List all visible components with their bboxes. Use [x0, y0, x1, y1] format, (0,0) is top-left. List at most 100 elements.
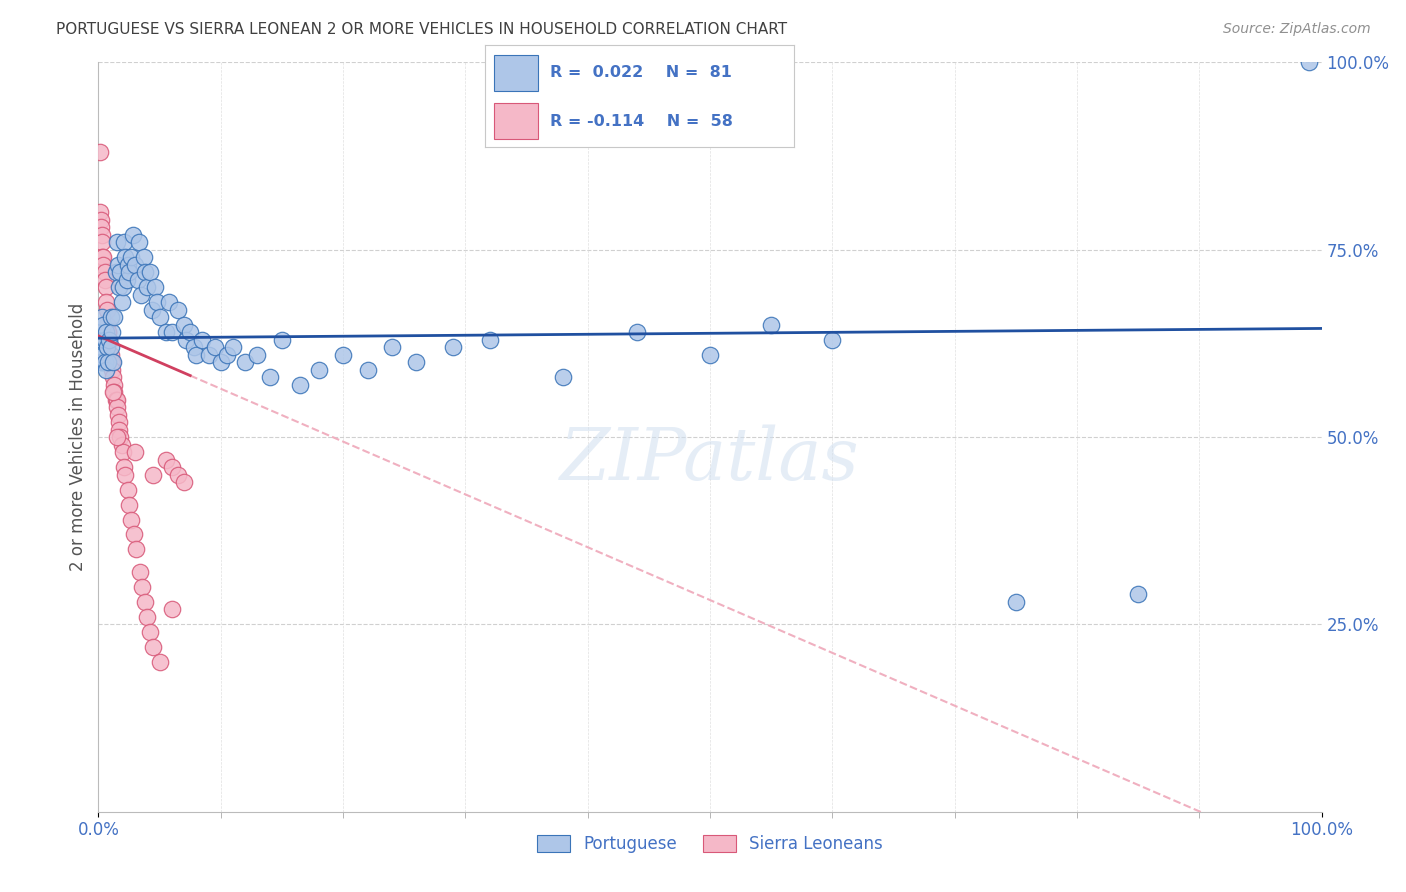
Point: [96, 302, 118, 317]
Point: [157, 295, 180, 310]
Point: [149, 310, 172, 325]
Point: [93, 265, 115, 279]
Point: [332, 348, 354, 362]
Point: [98, 333, 121, 347]
Point: [179, 325, 201, 339]
Text: PORTUGUESE VS SIERRA LEONEAN 2 OR MORE VEHICLES IN HOUSEHOLD CORRELATION CHART: PORTUGUESE VS SIERRA LEONEAN 2 OR MORE V…: [56, 22, 787, 37]
Point: [110, 265, 132, 279]
Point: [139, 624, 162, 639]
Point: [101, 362, 124, 376]
Text: ZIPatlas: ZIPatlas: [560, 425, 860, 495]
Point: [91, 333, 114, 347]
Point: [98, 333, 121, 347]
Point: [90, 355, 112, 369]
Point: [1128, 587, 1150, 601]
Point: [120, 512, 142, 526]
Point: [290, 377, 312, 392]
Point: [115, 273, 138, 287]
Point: [101, 325, 124, 339]
Point: [96, 318, 118, 332]
Point: [139, 265, 162, 279]
Point: [160, 460, 183, 475]
Point: [176, 333, 198, 347]
Point: [117, 258, 139, 272]
Point: [91, 250, 114, 264]
FancyBboxPatch shape: [495, 103, 537, 139]
Point: [98, 348, 121, 362]
Point: [100, 355, 122, 369]
Point: [108, 280, 131, 294]
Point: [114, 250, 136, 264]
Point: [103, 310, 125, 325]
Point: [91, 258, 114, 272]
Point: [478, 333, 501, 347]
Point: [100, 348, 122, 362]
Point: [186, 348, 208, 362]
Point: [143, 280, 166, 294]
Point: [90, 212, 112, 227]
Point: [134, 265, 156, 279]
Point: [103, 377, 125, 392]
Point: [110, 430, 132, 444]
Point: [118, 265, 141, 279]
Point: [160, 602, 183, 616]
Point: [94, 325, 117, 339]
Point: [215, 348, 238, 362]
Point: [101, 385, 124, 400]
Point: [105, 392, 128, 407]
Point: [191, 333, 214, 347]
Point: [134, 595, 156, 609]
Point: [105, 400, 128, 414]
Point: [93, 273, 115, 287]
Point: [103, 385, 125, 400]
Point: [132, 250, 155, 264]
Legend: Portuguese, Sierra Leoneans: Portuguese, Sierra Leoneans: [530, 828, 890, 860]
Point: [222, 340, 245, 354]
Point: [209, 355, 232, 369]
Point: [149, 655, 172, 669]
Text: R = -0.114    N =  58: R = -0.114 N = 58: [550, 113, 733, 128]
Point: [146, 295, 169, 310]
Point: [112, 460, 135, 475]
Point: [204, 340, 226, 354]
Point: [100, 340, 122, 354]
Point: [441, 340, 464, 354]
Point: [91, 318, 114, 332]
Point: [142, 467, 165, 482]
Point: [136, 280, 159, 294]
Point: [553, 370, 575, 384]
FancyBboxPatch shape: [495, 55, 537, 91]
Point: [94, 280, 117, 294]
Point: [233, 355, 256, 369]
Point: [97, 355, 120, 369]
Point: [94, 295, 117, 310]
Point: [91, 235, 114, 250]
Text: R =  0.022    N =  81: R = 0.022 N = 81: [550, 65, 733, 80]
Point: [91, 227, 114, 242]
Point: [93, 333, 115, 347]
Point: [308, 362, 330, 376]
Point: [141, 302, 163, 317]
Point: [173, 475, 195, 489]
Point: [160, 325, 183, 339]
Point: [108, 423, 131, 437]
Point: [118, 498, 141, 512]
Point: [699, 348, 721, 362]
Point: [100, 310, 122, 325]
Point: [1004, 595, 1026, 609]
Point: [89, 145, 111, 160]
Y-axis label: 2 or more Vehicles in Household: 2 or more Vehicles in Household: [69, 303, 87, 571]
Point: [136, 610, 159, 624]
Point: [91, 310, 114, 325]
Point: [259, 370, 281, 384]
Point: [127, 273, 149, 287]
Point: [90, 220, 112, 235]
Point: [405, 355, 427, 369]
Point: [104, 265, 127, 279]
Point: [381, 340, 404, 354]
Point: [101, 355, 124, 369]
Point: [90, 325, 112, 339]
Point: [128, 235, 150, 250]
Point: [124, 445, 146, 459]
Point: [105, 430, 128, 444]
